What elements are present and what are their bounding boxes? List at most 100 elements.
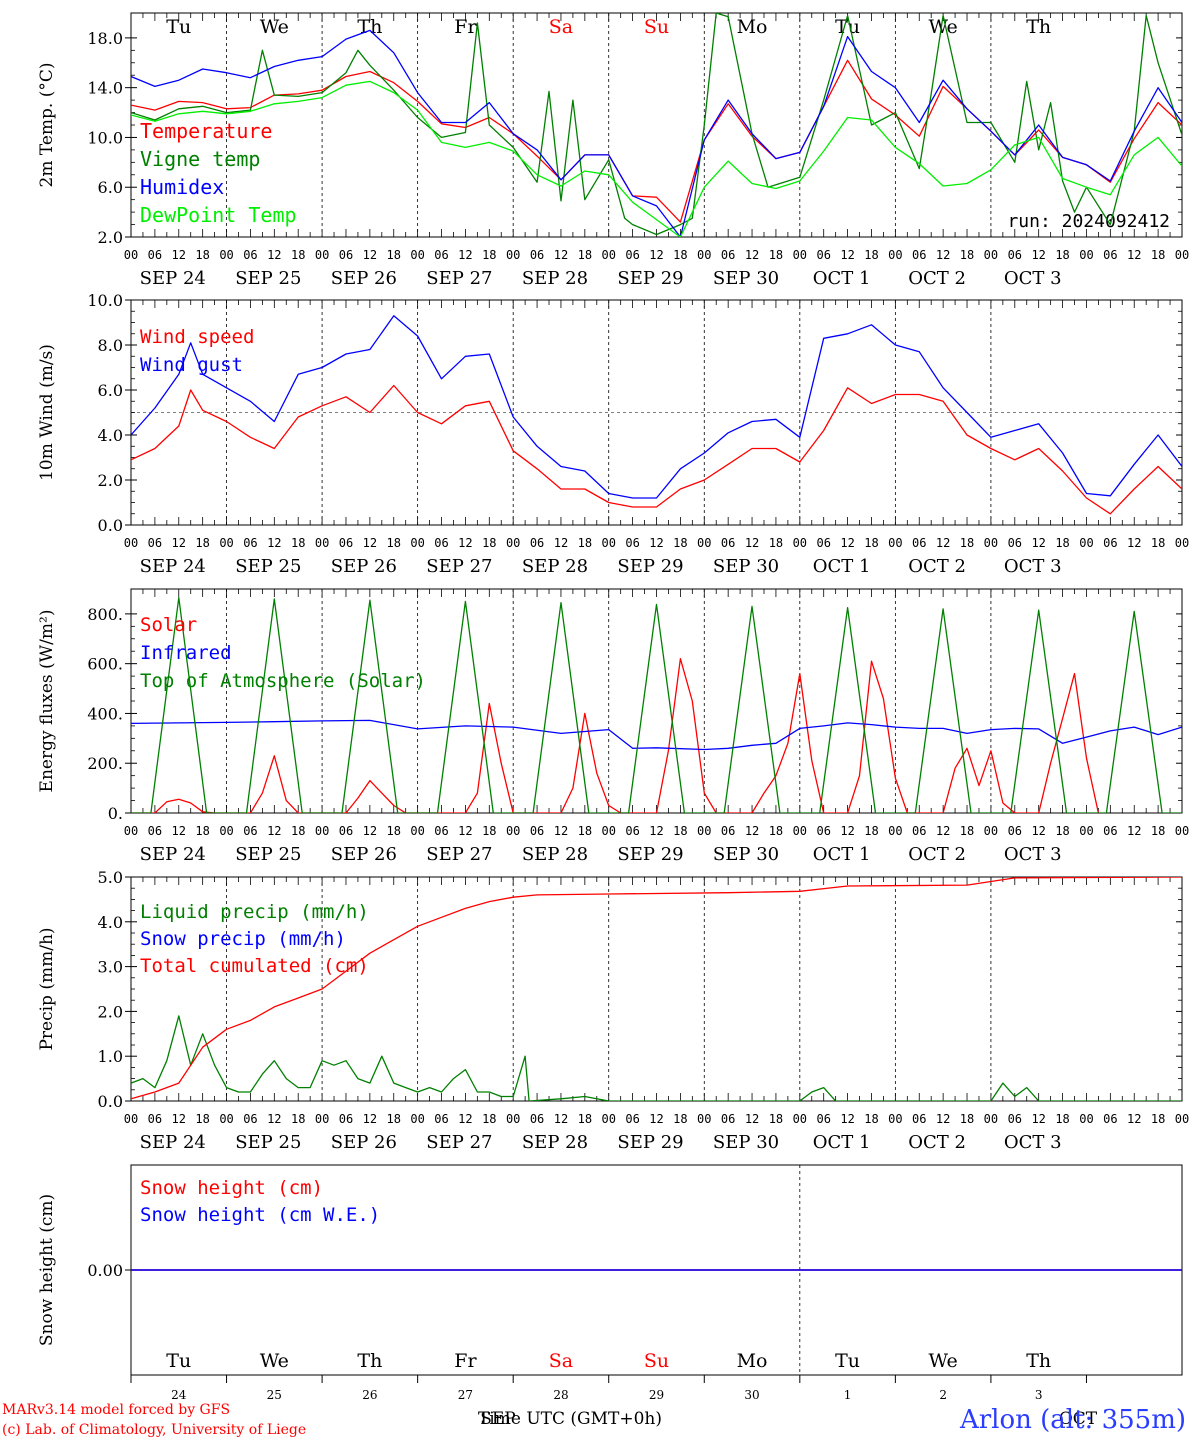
hour-label: 18 — [960, 1112, 974, 1126]
day-name-label: Tu — [835, 1350, 860, 1372]
hour-label: 06 — [1008, 536, 1022, 550]
series-line-3 — [131, 29, 1182, 237]
day-number-label: 29 — [649, 1388, 664, 1402]
hour-label: 06 — [148, 248, 162, 262]
hour-label: 18 — [769, 1112, 783, 1126]
hour-label: 06 — [721, 1112, 735, 1126]
y-axis-label: Energy fluxes (W/m²) — [37, 610, 57, 793]
hour-label: 00 — [506, 536, 520, 550]
hour-label: 00 — [984, 248, 998, 262]
legend-entry: Top of Atmosphere (Solar) — [140, 670, 426, 692]
day-number-label: 1 — [844, 1388, 852, 1402]
hour-label: 18 — [195, 248, 209, 262]
hour-label: 18 — [769, 824, 783, 838]
hour-label: 18 — [864, 824, 878, 838]
hour-label: 12 — [936, 248, 950, 262]
date-label: SEP 29 — [617, 268, 683, 289]
series-line-2 — [131, 719, 1182, 751]
legend-entry: Wind speed — [140, 326, 254, 348]
day-number-label: 3 — [1035, 1388, 1043, 1402]
day-number-label: 28 — [553, 1388, 568, 1402]
hour-label: 00 — [602, 824, 616, 838]
series-line-2 — [131, 315, 1182, 499]
hour-label: 18 — [1151, 824, 1165, 838]
hour-label: 06 — [148, 1112, 162, 1126]
y-tick-label: 14.0 — [87, 79, 123, 98]
hour-label: 00 — [697, 1112, 711, 1126]
y-tick-label: 0.0 — [98, 516, 123, 535]
day-name-label: We — [260, 16, 289, 38]
hour-label: 18 — [864, 1112, 878, 1126]
hour-label: 12 — [172, 248, 186, 262]
run-label: run: 2024092412 — [1007, 211, 1170, 232]
hour-label: 00 — [315, 1112, 329, 1126]
hour-label: 12 — [649, 248, 663, 262]
hour-label: 06 — [1008, 248, 1022, 262]
hour-label: 06 — [721, 536, 735, 550]
y-tick-label: 0.0 — [98, 1092, 123, 1111]
hour-label: 12 — [1031, 824, 1045, 838]
hour-label: 00 — [1175, 248, 1189, 262]
hour-label: 18 — [195, 824, 209, 838]
y-tick-label: 600. — [87, 655, 123, 674]
hour-label: 00 — [697, 824, 711, 838]
hour-label: 18 — [195, 536, 209, 550]
hour-label: 18 — [291, 536, 305, 550]
day-name-label: We — [929, 16, 958, 38]
hour-label: 18 — [673, 248, 687, 262]
hour-label: 00 — [219, 1112, 233, 1126]
hour-label: 12 — [745, 248, 759, 262]
hour-label: 18 — [769, 536, 783, 550]
hour-label: 06 — [243, 536, 257, 550]
hour-label: 06 — [912, 536, 926, 550]
legend-entry: Snow precip (mm/h) — [140, 928, 346, 950]
hour-label: 00 — [984, 1112, 998, 1126]
hour-label: 00 — [410, 1112, 424, 1126]
hour-label: 00 — [793, 1112, 807, 1126]
date-label: OCT 3 — [1004, 556, 1062, 577]
hour-label: 12 — [172, 1112, 186, 1126]
hour-label: 06 — [1008, 1112, 1022, 1126]
hour-label: 06 — [434, 1112, 448, 1126]
hour-label: 12 — [1031, 536, 1045, 550]
y-axis-label: 10m Wind (m/s) — [37, 344, 57, 481]
hour-label: 12 — [745, 824, 759, 838]
bottom-month-sep: SEP — [480, 1409, 516, 1429]
series-line-4 — [131, 80, 1182, 237]
y-tick-label: 200. — [87, 754, 123, 773]
day-name-label: Fr — [454, 1350, 477, 1372]
hour-label: 00 — [124, 1112, 138, 1126]
date-label: SEP 24 — [140, 268, 206, 289]
y-tick-label: 5.0 — [98, 868, 123, 887]
day-number-label: 25 — [267, 1388, 282, 1402]
hour-label: 06 — [339, 824, 353, 838]
hour-label: 06 — [625, 248, 639, 262]
date-label: SEP 29 — [617, 844, 683, 865]
hour-label: 06 — [530, 824, 544, 838]
date-label: OCT 1 — [813, 268, 871, 289]
date-label: OCT 2 — [908, 268, 966, 289]
series-line-1 — [131, 59, 1182, 223]
y-tick-label: 800. — [87, 605, 123, 624]
date-label: SEP 28 — [522, 844, 588, 865]
series-line-3 — [131, 877, 1182, 1100]
hour-label: 12 — [1031, 248, 1045, 262]
hour-label: 06 — [625, 824, 639, 838]
hour-label: 12 — [363, 1112, 377, 1126]
panel-1: 2.0 6.0 10.0 14.0 18.0 2m Temp. (°C) 00 06 12 18 0… — [37, 12, 1189, 289]
day-name-label: We — [260, 1350, 289, 1372]
hour-label: 12 — [267, 248, 281, 262]
hour-label: 18 — [769, 248, 783, 262]
day-name-label: Th — [357, 1350, 382, 1372]
hour-label: 12 — [649, 536, 663, 550]
hour-label: 06 — [339, 248, 353, 262]
y-tick-label: 8.0 — [98, 336, 123, 355]
y-tick-label: 6.0 — [98, 381, 123, 400]
hour-label: 12 — [840, 824, 854, 838]
hour-label: 06 — [243, 824, 257, 838]
date-label: SEP 24 — [140, 844, 206, 865]
hour-label: 12 — [267, 536, 281, 550]
hour-label: 00 — [1175, 824, 1189, 838]
hour-label: 18 — [1151, 248, 1165, 262]
